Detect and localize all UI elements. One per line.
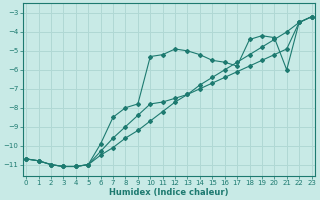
- X-axis label: Humidex (Indice chaleur): Humidex (Indice chaleur): [109, 188, 228, 197]
